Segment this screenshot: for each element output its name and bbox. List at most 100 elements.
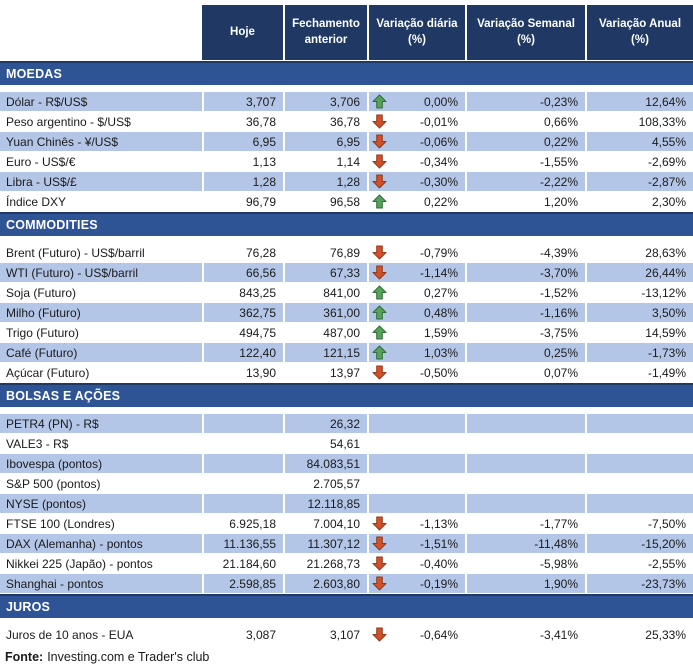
cell-hoje-text: 6.925,18 xyxy=(229,516,276,531)
down-arrow-icon xyxy=(372,516,387,531)
cell-fechamento-anterior-text: 3,706 xyxy=(329,94,360,109)
cell-fechamento-anterior-text: 54,61 xyxy=(329,436,360,451)
cell-hoje-text: 362,75 xyxy=(239,305,276,320)
cell-fechamento-anterior-text: 11.307,12 xyxy=(307,536,361,551)
row-label-text: NYSE (pontos) xyxy=(6,496,87,511)
section-header: MOEDAS xyxy=(0,61,693,85)
down-arrow-icon xyxy=(372,134,387,149)
cell-fechamento-anterior-text: 13,97 xyxy=(329,365,360,380)
cell-hoje-text: 6,95 xyxy=(252,134,276,149)
cell-fechamento-anterior-text: 1,14 xyxy=(336,154,360,169)
cell-fechamento-anterior: 76,89 xyxy=(283,243,367,262)
section-header: JUROS xyxy=(0,594,693,618)
cell-variacao-anual-text: -1,73% xyxy=(647,345,686,360)
cell-variacao-anual: -1,73% xyxy=(585,343,693,362)
table-row: FTSE 100 (Londres) 6.925,18 7.004,10 -1,13%… xyxy=(0,514,693,533)
row-label-text: DAX (Alemanha) - pontos xyxy=(6,536,143,551)
cell-variacao-diaria-text: 1,59% xyxy=(423,325,458,340)
cell-variacao-semanal: -2,22% xyxy=(465,172,585,191)
cell-variacao-diaria-text: 0,48% xyxy=(423,305,458,320)
table-row: Açúcar (Futuro) 13,90 13,97 -0,50% 0,07% -1,4… xyxy=(0,363,693,382)
cell-variacao-diaria: 1,59% xyxy=(367,323,465,342)
column-header-variacao-anual: Variação Anual (%) xyxy=(585,5,693,60)
cell-variacao-anual: -1,49% xyxy=(585,363,693,382)
row-label: DAX (Alemanha) - pontos xyxy=(0,534,202,553)
table-row: Shanghai - pontos 2.598,85 2.603,80 -0,19% 1… xyxy=(0,574,693,593)
cell-variacao-semanal: 1,20% xyxy=(465,192,585,211)
cell-variacao-anual: -2,55% xyxy=(585,554,693,573)
cell-fechamento-anterior: 1,14 xyxy=(283,152,367,171)
cell-variacao-anual-text: -1,49% xyxy=(647,365,686,380)
cell-variacao-anual-text: -2,87% xyxy=(647,174,686,189)
table-row: Yuan Chinês - ¥/US$ 6,95 6,95 -0,06% 0,22% 4,… xyxy=(0,132,693,151)
cell-variacao-semanal: -1,55% xyxy=(465,152,585,171)
cell-variacao-anual xyxy=(585,494,693,513)
row-label: Açúcar (Futuro) xyxy=(0,363,202,382)
cell-variacao-anual xyxy=(585,454,693,473)
cell-fechamento-anterior-text: 76,89 xyxy=(329,245,360,260)
row-label: Yuan Chinês - ¥/US$ xyxy=(0,132,202,151)
cell-variacao-semanal-text: 0,66% xyxy=(543,114,578,129)
cell-variacao-anual-text: -15,20% xyxy=(641,536,686,551)
cell-variacao-diaria-text: -0,50% xyxy=(419,365,458,380)
cell-fechamento-anterior-text: 487,00 xyxy=(323,325,360,340)
row-label: Euro - US$/€ xyxy=(0,152,202,171)
row-label: Peso argentino - $/US$ xyxy=(0,112,202,131)
cell-variacao-semanal-text: -1,77% xyxy=(539,516,578,531)
cell-variacao-anual-text: 108,33% xyxy=(638,114,686,129)
cell-variacao-diaria: -0,01% xyxy=(367,112,465,131)
cell-hoje-text: 36,78 xyxy=(245,114,276,129)
cell-variacao-semanal: -3,75% xyxy=(465,323,585,342)
row-label-text: FTSE 100 (Londres) xyxy=(6,516,115,531)
cell-hoje: 76,28 xyxy=(202,243,283,262)
row-label-text: Trigo (Futuro) xyxy=(6,325,79,340)
cell-hoje-text: 1,28 xyxy=(252,174,276,189)
table-row: WTI (Futuro) - US$/barril 66,56 67,33 -1,14… xyxy=(0,263,693,282)
cell-variacao-anual-text: -7,50% xyxy=(647,516,686,531)
cell-variacao-diaria-text: -1,14% xyxy=(419,265,458,280)
cell-variacao-diaria-text: -0,06% xyxy=(419,134,458,149)
cell-variacao-semanal-text: 1,20% xyxy=(543,194,578,209)
cell-variacao-anual: 4,55% xyxy=(585,132,693,151)
down-arrow-icon xyxy=(372,556,387,571)
row-label: Soja (Futuro) xyxy=(0,283,202,302)
cell-variacao-semanal: -1,16% xyxy=(465,303,585,322)
cell-hoje-text: 2.598,85 xyxy=(229,576,276,591)
row-label: VALE3 - R$ xyxy=(0,434,202,453)
cell-fechamento-anterior: 84.083,51 xyxy=(283,454,367,473)
row-label-text: WTI (Futuro) - US$/barril xyxy=(6,265,139,280)
cell-variacao-semanal: -0,23% xyxy=(465,92,585,111)
row-label-text: Índice DXY xyxy=(6,194,67,209)
table-row: Nikkei 225 (Japão) - pontos 21.184,60 21.2… xyxy=(0,554,693,573)
row-label: Brent (Futuro) - US$/barril xyxy=(0,243,202,262)
cell-fechamento-anterior-text: 96,58 xyxy=(329,194,360,209)
up-arrow-icon xyxy=(372,345,387,360)
down-arrow-icon xyxy=(372,365,387,380)
cell-variacao-semanal xyxy=(465,434,585,453)
cell-variacao-semanal-text: -2,22% xyxy=(539,174,578,189)
cell-variacao-semanal: -11,48% xyxy=(465,534,585,553)
cell-fechamento-anterior: 6,95 xyxy=(283,132,367,151)
cell-variacao-diaria: -1,13% xyxy=(367,514,465,533)
row-label-text: Euro - US$/€ xyxy=(6,154,76,169)
cell-variacao-semanal-text: -3,70% xyxy=(539,265,578,280)
cell-variacao-semanal-text: -1,16% xyxy=(539,305,578,320)
cell-variacao-semanal: 0,22% xyxy=(465,132,585,151)
cell-fechamento-anterior-text: 84.083,51 xyxy=(306,456,360,471)
cell-variacao-anual: 3,50% xyxy=(585,303,693,322)
cell-fechamento-anterior: 2.603,80 xyxy=(283,574,367,593)
cell-hoje: 21.184,60 xyxy=(202,554,283,573)
cell-variacao-diaria: -1,14% xyxy=(367,263,465,282)
up-arrow-icon xyxy=(372,305,387,320)
cell-variacao-semanal: -1,77% xyxy=(465,514,585,533)
cell-fechamento-anterior-text: 361,00 xyxy=(323,305,360,320)
cell-hoje xyxy=(202,414,283,433)
down-arrow-icon xyxy=(372,576,387,591)
cell-fechamento-anterior: 3,107 xyxy=(283,625,367,644)
cell-fechamento-anterior-text: 7.004,10 xyxy=(313,516,360,531)
row-label: Nikkei 225 (Japão) - pontos xyxy=(0,554,202,573)
row-label-text: Soja (Futuro) xyxy=(6,285,77,300)
cell-variacao-anual-text: 4,55% xyxy=(651,134,686,149)
cell-fechamento-anterior-text: 1,28 xyxy=(336,174,360,189)
cell-variacao-diaria: -0,30% xyxy=(367,172,465,191)
